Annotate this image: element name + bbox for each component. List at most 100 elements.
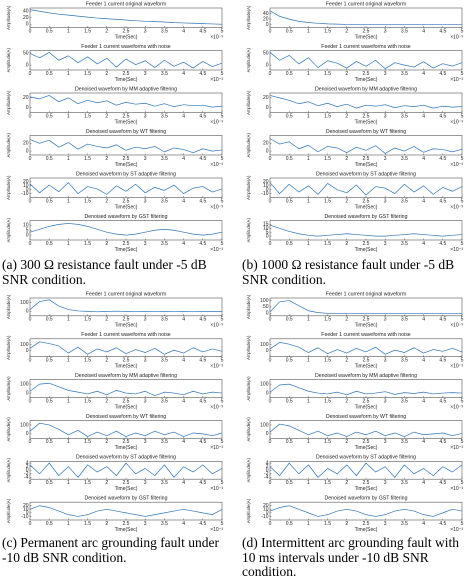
x-tick-label: 5 [461,317,464,323]
y-axis-label: Amplitude(A) [6,175,11,200]
x-tick-label: 1.5 [324,480,331,486]
x-tick-label: 1 [67,357,70,363]
x-tick-label: 4 [182,480,185,486]
x-tick-label: 3 [384,317,387,323]
x-tick-label: 0 [269,480,272,486]
x-tick-label: 0 [269,357,272,363]
x-tick-label: 4.5 [199,28,206,34]
y-tick-label: 100 [260,422,269,428]
x-tick-label: 0 [269,241,272,247]
x-tick-label: 3.5 [401,357,408,363]
x-tick-label: 0 [29,439,32,445]
subplot-title: Feeder 1 current waveforms with noise [321,332,410,338]
x-tick-label: 1 [307,439,310,445]
x-tick-label: 3.5 [161,71,168,77]
x-tick-label: 3 [144,480,147,486]
x-exponent: ×10⁻³ [450,119,463,125]
x-tick-label: 3.5 [161,156,168,162]
x-axis-label: Time(Sec) [355,363,378,369]
x-tick-label: 3 [144,241,147,247]
x-tick-label: 0.5 [286,198,293,204]
x-tick-label: 5 [221,113,224,119]
plot-frame [269,338,463,357]
x-axis-label: Time(Sec) [355,34,378,40]
y-tick-label: 20 [263,16,269,22]
subplot-title: Denoised waveform by ST adaptive filteri… [316,455,416,461]
y-axis-label: Amplitude(A) [246,90,251,115]
x-tick-label: 5 [461,480,464,486]
x-tick-label: 0 [29,357,32,363]
subplot-title: Denoised waveform by MM adaptive filteri… [315,86,417,92]
x-tick-label: 0.5 [46,113,53,119]
x-tick-label: 2.5 [363,357,370,363]
y-tick-label: 0 [266,390,269,396]
x-axis-label: Time(Sec) [355,323,378,329]
x-tick-label: 3 [144,439,147,445]
x-axis-label: Time(Sec) [355,527,378,533]
x-tick-label: 1.5 [324,198,331,204]
x-tick-label: 3 [384,71,387,77]
y-axis-label: Amplitude(A) [6,218,11,243]
x-tick-label: 5 [461,156,464,162]
y-axis-label: Amplitude(A) [246,376,251,401]
x-axis-label: Time(Sec) [115,77,138,83]
x-tick-label: 0.5 [286,71,293,77]
x-tick-label: 2.5 [363,317,370,323]
x-tick-label: 2 [105,439,108,445]
x-tick-label: 4.5 [439,198,446,204]
x-tick-label: 2 [345,71,348,77]
x-tick-label: 3 [384,521,387,527]
y-tick-label: 10 [263,183,269,189]
x-tick-label: 1 [67,439,70,445]
x-tick-label: 1 [67,241,70,247]
y-tick-label: 100 [260,342,269,348]
x-tick-label: 0 [269,28,272,34]
x-tick-label: 1 [307,156,310,162]
waveform [29,505,223,517]
x-tick-label: 0.5 [46,480,53,486]
waveform [269,52,463,70]
x-tick-label: 2.5 [123,357,130,363]
x-tick-label: 0.5 [286,156,293,162]
x-tick-label: 4.5 [199,439,206,445]
y-axis-label: Amplitude(A) [6,90,11,115]
x-tick-label: 0.5 [286,480,293,486]
y-tick-label: 100 [20,422,29,428]
x-tick-label: 3 [384,113,387,119]
x-tick-label: 2 [345,113,348,119]
x-tick-label: 4 [422,28,425,34]
x-tick-label: 2.5 [363,113,370,119]
y-axis-label: Amplitude(A) [6,458,11,483]
y-axis-label: Amplitude(A) [6,294,11,319]
panel: Feeder 1 current original waveform 0 0.5 1 1… [0,0,230,255]
y-tick-label: 50 [263,50,269,56]
y-tick-label: 2 [26,464,29,470]
x-exponent: ×10⁻³ [210,247,223,253]
x-tick-label: 1 [67,521,70,527]
subplot-title: Feeder 1 current waveforms with noise [321,44,410,50]
y-tick-label: -4 [264,475,269,481]
y-tick-label: 0 [26,348,29,354]
subplot-title: Denoised waveform by WT filtering [326,129,406,135]
y-tick-label: 100 [260,298,269,304]
x-exponent: ×10⁻³ [450,162,463,168]
subplot-title: Feeder 1 current original waveform [326,1,406,7]
x-tick-label: 0.5 [46,241,53,247]
y-tick-label: 20 [23,15,29,21]
subplot-title: Denoised waveform by GST filtering [325,214,408,220]
y-axis-label: Amplitude(A) [246,218,251,243]
y-tick-label: 0 [26,105,29,111]
waveform [269,505,463,517]
y-axis-label: Amplitude(A) [246,175,251,200]
y-axis-label: Amplitude(A) [246,133,251,158]
x-axis-label: Time(Sec) [115,527,138,533]
y-tick-label: 10 [23,223,29,229]
x-tick-label: 1.5 [84,521,91,527]
x-tick-label: 1 [67,113,70,119]
x-tick-label: 2.5 [123,28,130,34]
x-tick-label: 2.5 [123,198,130,204]
plot-frame [269,92,463,113]
x-tick-label: 2.5 [123,398,130,404]
x-tick-label: 2 [105,521,108,527]
x-tick-label: 5 [461,71,464,77]
